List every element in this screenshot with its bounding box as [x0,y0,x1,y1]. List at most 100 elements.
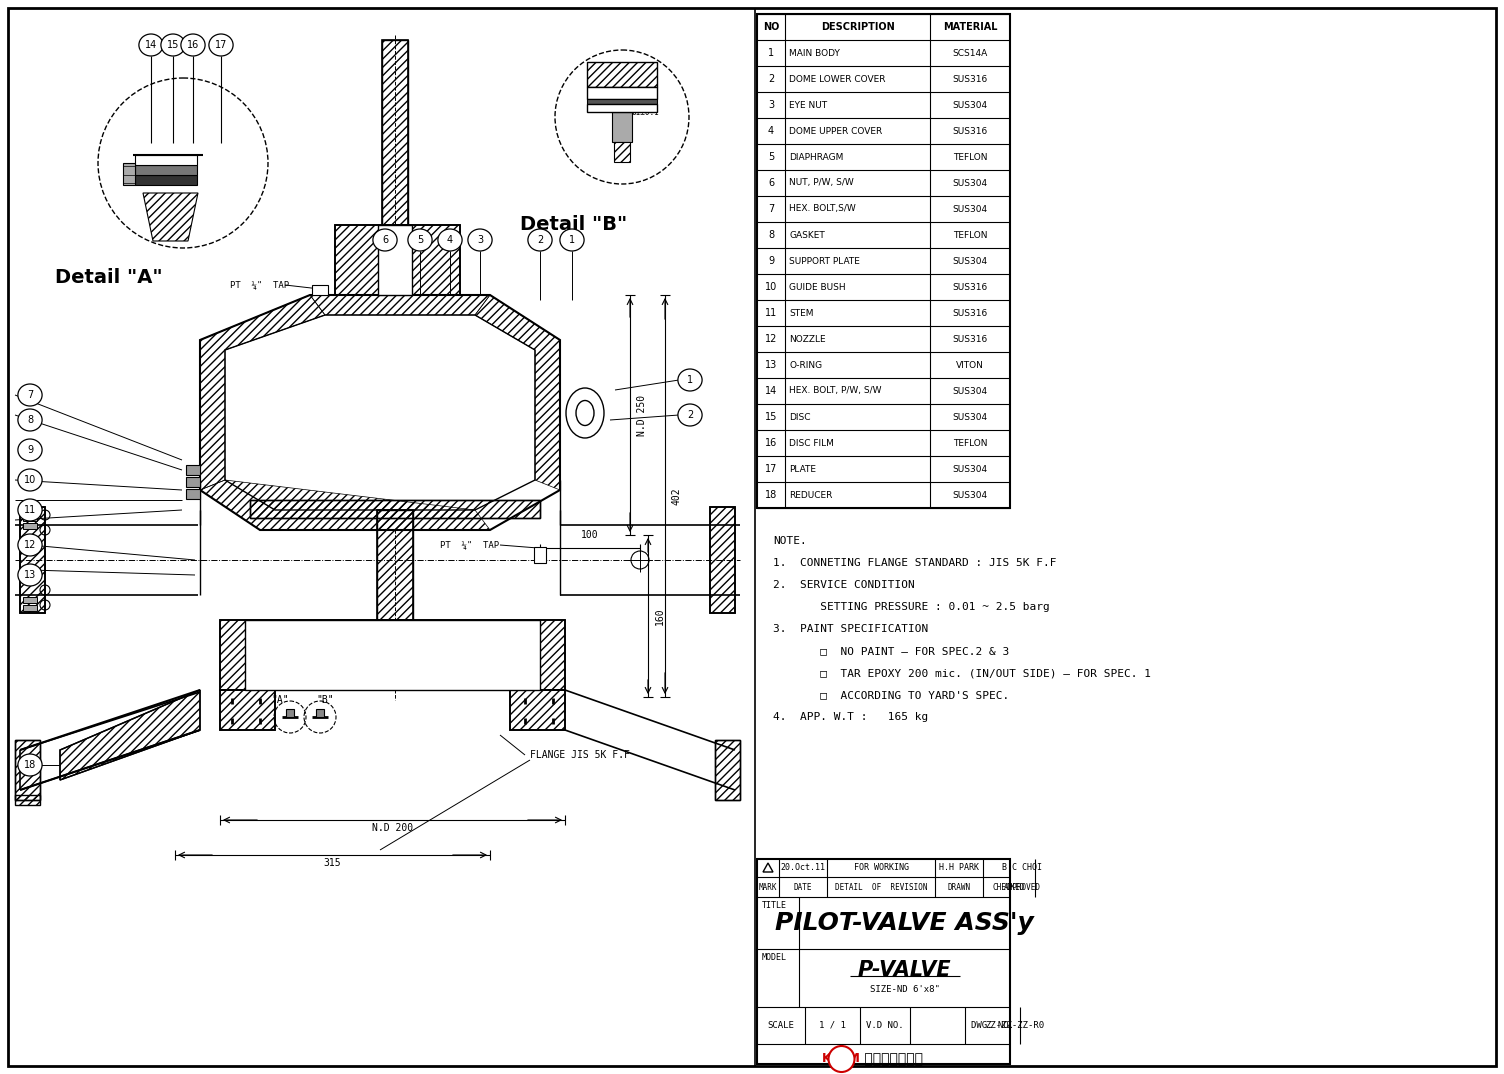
Text: 10: 10 [24,475,36,485]
Text: STEM: STEM [790,308,814,318]
Text: 7: 7 [27,390,33,400]
Bar [20,507,45,613]
Text: GUIDE BUSH: GUIDE BUSH [790,282,845,291]
Text: □  TAR EPOXY 200 mic. (IN/OUT SIDE) – FOR SPEC. 1: □ TAR EPOXY 200 mic. (IN/OUT SIDE) – FOR… [773,668,1151,678]
Polygon shape [143,193,199,241]
Text: B.C CHOI: B.C CHOI [1003,863,1042,872]
Text: SUS304: SUS304 [952,101,988,110]
Text: SUS304: SUS304 [952,412,988,421]
Text: 12: 12 [24,540,36,550]
Text: 13: 13 [24,570,36,580]
Bar [23,523,38,529]
Bar [220,690,275,730]
Text: □  NO PAINT – FOR SPEC.2 & 3: □ NO PAINT – FOR SPEC.2 & 3 [773,645,1009,656]
Bar [135,155,197,165]
Text: 8: 8 [27,415,33,425]
Bar [757,859,1011,1064]
Text: 100: 100 [581,529,599,540]
Text: 15: 15 [766,412,778,422]
Text: 4: 4 [769,126,775,136]
Text: HEX. BOLT, P/W, S/W: HEX. BOLT, P/W, S/W [790,387,881,395]
Text: V.D NO.: V.D NO. [866,1021,904,1030]
Text: N.D 250: N.D 250 [638,394,647,436]
Text: SUS304: SUS304 [952,204,988,214]
Text: 5: 5 [417,235,423,245]
Text: 10: 10 [766,282,778,292]
Bar [587,99,657,104]
Bar [714,740,740,800]
Text: 4.  APP. W.T :   165 kg: 4. APP. W.T : 165 kg [773,712,928,722]
Text: VITON: VITON [957,361,984,369]
Bar [378,510,414,620]
Bar [20,507,45,613]
Bar [250,500,540,518]
Text: NO: NO [763,21,779,32]
Text: 402: 402 [672,488,681,505]
Text: MODEL: MODEL [763,953,787,962]
Bar [123,163,135,185]
Text: DISC FILM: DISC FILM [790,438,833,448]
Text: PT  ¼"  TAP: PT ¼" TAP [230,280,289,290]
Text: TITLE: TITLE [763,901,787,910]
Text: DESCRIPTION: DESCRIPTION [821,21,895,32]
Text: 17: 17 [766,464,778,474]
Text: SUS316: SUS316 [952,334,988,344]
Text: SUS304: SUS304 [952,491,988,499]
Ellipse shape [566,388,605,438]
Text: 11: 11 [766,308,778,318]
Bar [710,507,735,613]
Bar [23,597,38,603]
Text: DRAWN: DRAWN [948,883,970,891]
Text: 2.  SERVICE CONDITION: 2. SERVICE CONDITION [773,580,914,590]
Ellipse shape [576,401,594,425]
Bar [250,500,540,518]
Bar [510,690,566,730]
Bar [23,605,38,611]
Ellipse shape [18,564,42,586]
Text: DATE: DATE [794,883,812,891]
Bar [15,795,41,806]
Text: Detail "A": Detail "A" [56,268,162,287]
Text: 6: 6 [769,178,775,188]
Bar [23,516,38,521]
Text: 1: 1 [569,235,575,245]
Ellipse shape [18,469,42,491]
Text: SUS316: SUS316 [952,74,988,84]
Bar [335,224,460,295]
Text: 20.Oct.11: 20.Oct.11 [781,863,826,872]
Text: 4: 4 [447,235,453,245]
Text: HEX. BOLT,S/W: HEX. BOLT,S/W [790,204,856,214]
Text: MATERIAL: MATERIAL [943,21,997,32]
Text: 3.  PAINT SPECIFICATION: 3. PAINT SPECIFICATION [773,624,928,634]
Text: REDUCER: REDUCER [790,491,832,499]
Bar [15,740,41,800]
Bar [612,112,632,142]
Ellipse shape [18,534,42,556]
Bar [220,690,275,730]
Polygon shape [200,295,559,529]
Ellipse shape [18,384,42,406]
Text: SUPPORT PLATE: SUPPORT PLATE [790,257,860,265]
Bar [220,620,566,690]
Bar [587,62,657,87]
Bar [186,477,200,487]
Text: MARK: MARK [758,883,778,891]
Text: KIMM: KIMM [823,1053,860,1065]
Ellipse shape [678,369,702,391]
Bar [335,224,460,295]
Text: PILOT-VALVE ASS'y: PILOT-VALVE ASS'y [775,911,1033,935]
Text: SCS14A: SCS14A [952,48,988,58]
Text: EYE NUT: EYE NUT [790,101,827,110]
Bar [220,620,566,690]
Text: NOTE.: NOTE. [773,536,806,546]
Text: SUS316: SUS316 [952,308,988,318]
Text: 16: 16 [766,438,778,448]
Ellipse shape [18,499,42,521]
Bar [135,175,197,185]
Text: MAIN BODY: MAIN BODY [790,48,839,58]
Bar [710,507,735,613]
Ellipse shape [18,754,42,777]
Bar [311,285,328,295]
Text: FLANGE JIS 5K F.F: FLANGE JIS 5K F.F [529,750,630,760]
Ellipse shape [138,34,162,56]
